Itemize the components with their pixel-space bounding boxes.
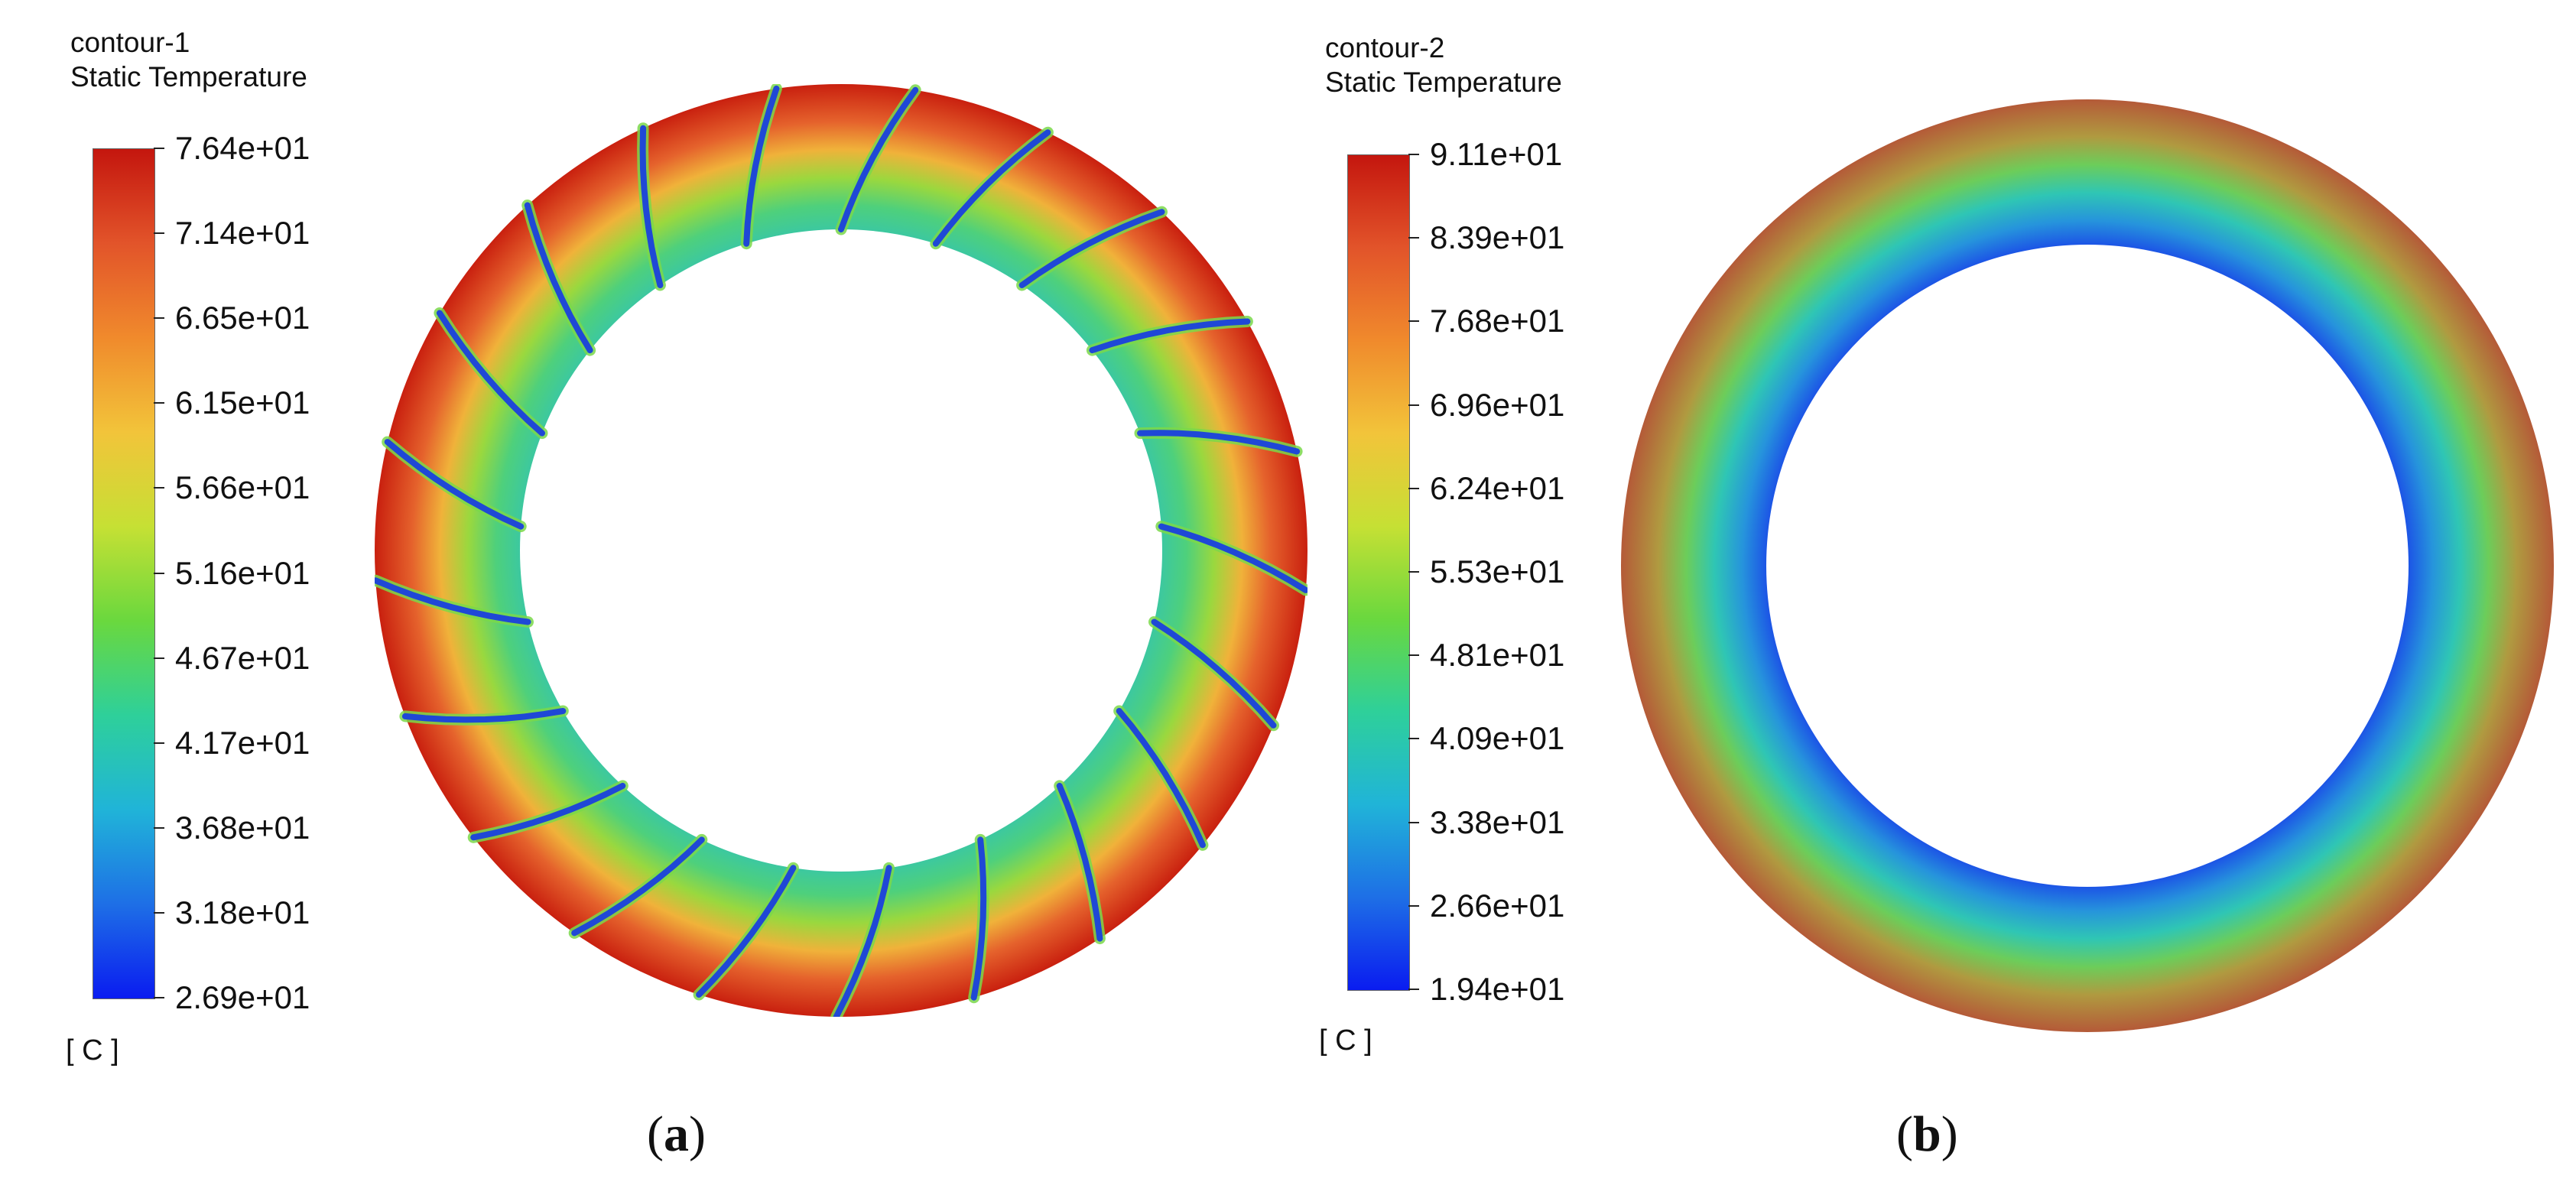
colorbar-tick-label: 2.66e+01 xyxy=(1430,887,1565,924)
unit-label: [ C ] xyxy=(66,1034,119,1066)
colorbar-tick-label: 4.09e+01 xyxy=(1430,720,1565,757)
variable-name: Static Temperature xyxy=(1325,67,1562,98)
colorbar-tick-mark xyxy=(154,826,164,829)
unit-label: [ C ] xyxy=(1319,1024,1372,1057)
colorbar-tick-label: 6.65e+01 xyxy=(175,300,310,336)
blade xyxy=(743,85,780,247)
variable-name: Static Temperature xyxy=(70,61,307,93)
blade xyxy=(833,865,892,1017)
colorbar-tick-mark xyxy=(154,487,164,489)
colorbar-tick-label: 7.14e+01 xyxy=(175,215,310,252)
colorbar-tick-mark xyxy=(1408,571,1419,573)
colorbar-tick-mark xyxy=(154,402,164,404)
colorbar-tick-mark xyxy=(154,997,164,998)
blade xyxy=(401,708,567,723)
colorbar-tick-label: 1.94e+01 xyxy=(1430,971,1565,1007)
blade xyxy=(1056,782,1103,942)
blade xyxy=(639,125,664,288)
panel-caption: (b) xyxy=(1896,1106,1958,1162)
colorbar-tick-mark xyxy=(154,742,164,744)
contour-name: contour-1 xyxy=(70,27,190,58)
blade xyxy=(838,86,919,232)
colorbar-tick-mark xyxy=(1408,237,1419,239)
ring-annulus xyxy=(375,84,1307,1017)
temperature-contour-ring xyxy=(375,84,1307,1017)
colorbar-tick-mark xyxy=(1408,904,1419,907)
blade xyxy=(1137,430,1301,455)
colorbar-tick-mark xyxy=(1408,989,1419,990)
colorbar-tick-label: 6.15e+01 xyxy=(175,385,310,421)
colorbar-tick-mark xyxy=(1408,738,1419,740)
blade xyxy=(932,129,1051,247)
colorbar-tick-label: 4.81e+01 xyxy=(1430,637,1565,674)
colorbar-tick-mark xyxy=(154,657,164,659)
colorbar-tick-label: 3.38e+01 xyxy=(1430,804,1565,840)
contour-title: contour-1 Static Temperature xyxy=(70,25,307,94)
blade xyxy=(1158,523,1307,593)
blade xyxy=(1089,318,1251,354)
contour-name: contour-2 xyxy=(1325,32,1445,63)
colorbar-tick-label: 4.67e+01 xyxy=(175,639,310,676)
colorbar-tick-mark xyxy=(1408,154,1419,155)
colorbar-tick-label: 3.18e+01 xyxy=(175,894,310,930)
contour-title: contour-2 Static Temperature xyxy=(1325,31,1562,99)
blade xyxy=(1151,618,1277,729)
temperature-contour-ring xyxy=(1621,99,2554,1032)
blade xyxy=(384,439,525,530)
colorbar-tick-mark xyxy=(1408,487,1419,489)
colorbar-tick-mark xyxy=(1408,821,1419,823)
blade xyxy=(436,310,545,437)
colorbar-tick-mark xyxy=(1408,654,1419,657)
blade xyxy=(1116,708,1206,849)
blade xyxy=(375,577,531,625)
colorbar-tick-label: 9.11e+01 xyxy=(1430,136,1563,172)
colorbar-tick-mark xyxy=(154,572,164,574)
colorbar xyxy=(93,148,155,999)
blade xyxy=(1018,209,1165,288)
colorbar-tick-label: 7.64e+01 xyxy=(175,130,310,166)
colorbar-tick-label: 5.53e+01 xyxy=(1430,554,1565,589)
colorbar xyxy=(1347,154,1410,991)
colorbar-tick-mark xyxy=(154,232,164,235)
blade xyxy=(696,865,797,998)
colorbar-tick-label: 4.17e+01 xyxy=(175,724,310,761)
colorbar-tick-label: 5.16e+01 xyxy=(175,554,310,591)
colorbar-tick-label: 5.66e+01 xyxy=(175,469,310,506)
colorbar-tick-label: 8.39e+01 xyxy=(1430,219,1565,256)
panel-caption: (a) xyxy=(647,1106,706,1162)
colorbar-tick-mark xyxy=(1408,404,1419,406)
colorbar-tick-label: 2.69e+01 xyxy=(175,979,310,1015)
colorbar-tick-mark xyxy=(154,317,164,320)
colorbar-tick-mark xyxy=(1408,320,1419,323)
colorbar-tick-mark xyxy=(154,911,164,914)
ring-annulus xyxy=(1621,99,2554,1032)
colorbar-tick-mark xyxy=(154,148,164,149)
colorbar-tick-label: 7.68e+01 xyxy=(1430,303,1565,339)
blade xyxy=(470,782,626,841)
colorbar-tick-label: 6.96e+01 xyxy=(1430,386,1565,423)
colorbar-tick-label: 3.68e+01 xyxy=(175,809,310,846)
colorbar-tick-label: 6.24e+01 xyxy=(1430,469,1565,506)
blade xyxy=(970,836,987,1001)
blade xyxy=(524,202,593,354)
blade xyxy=(571,836,705,937)
